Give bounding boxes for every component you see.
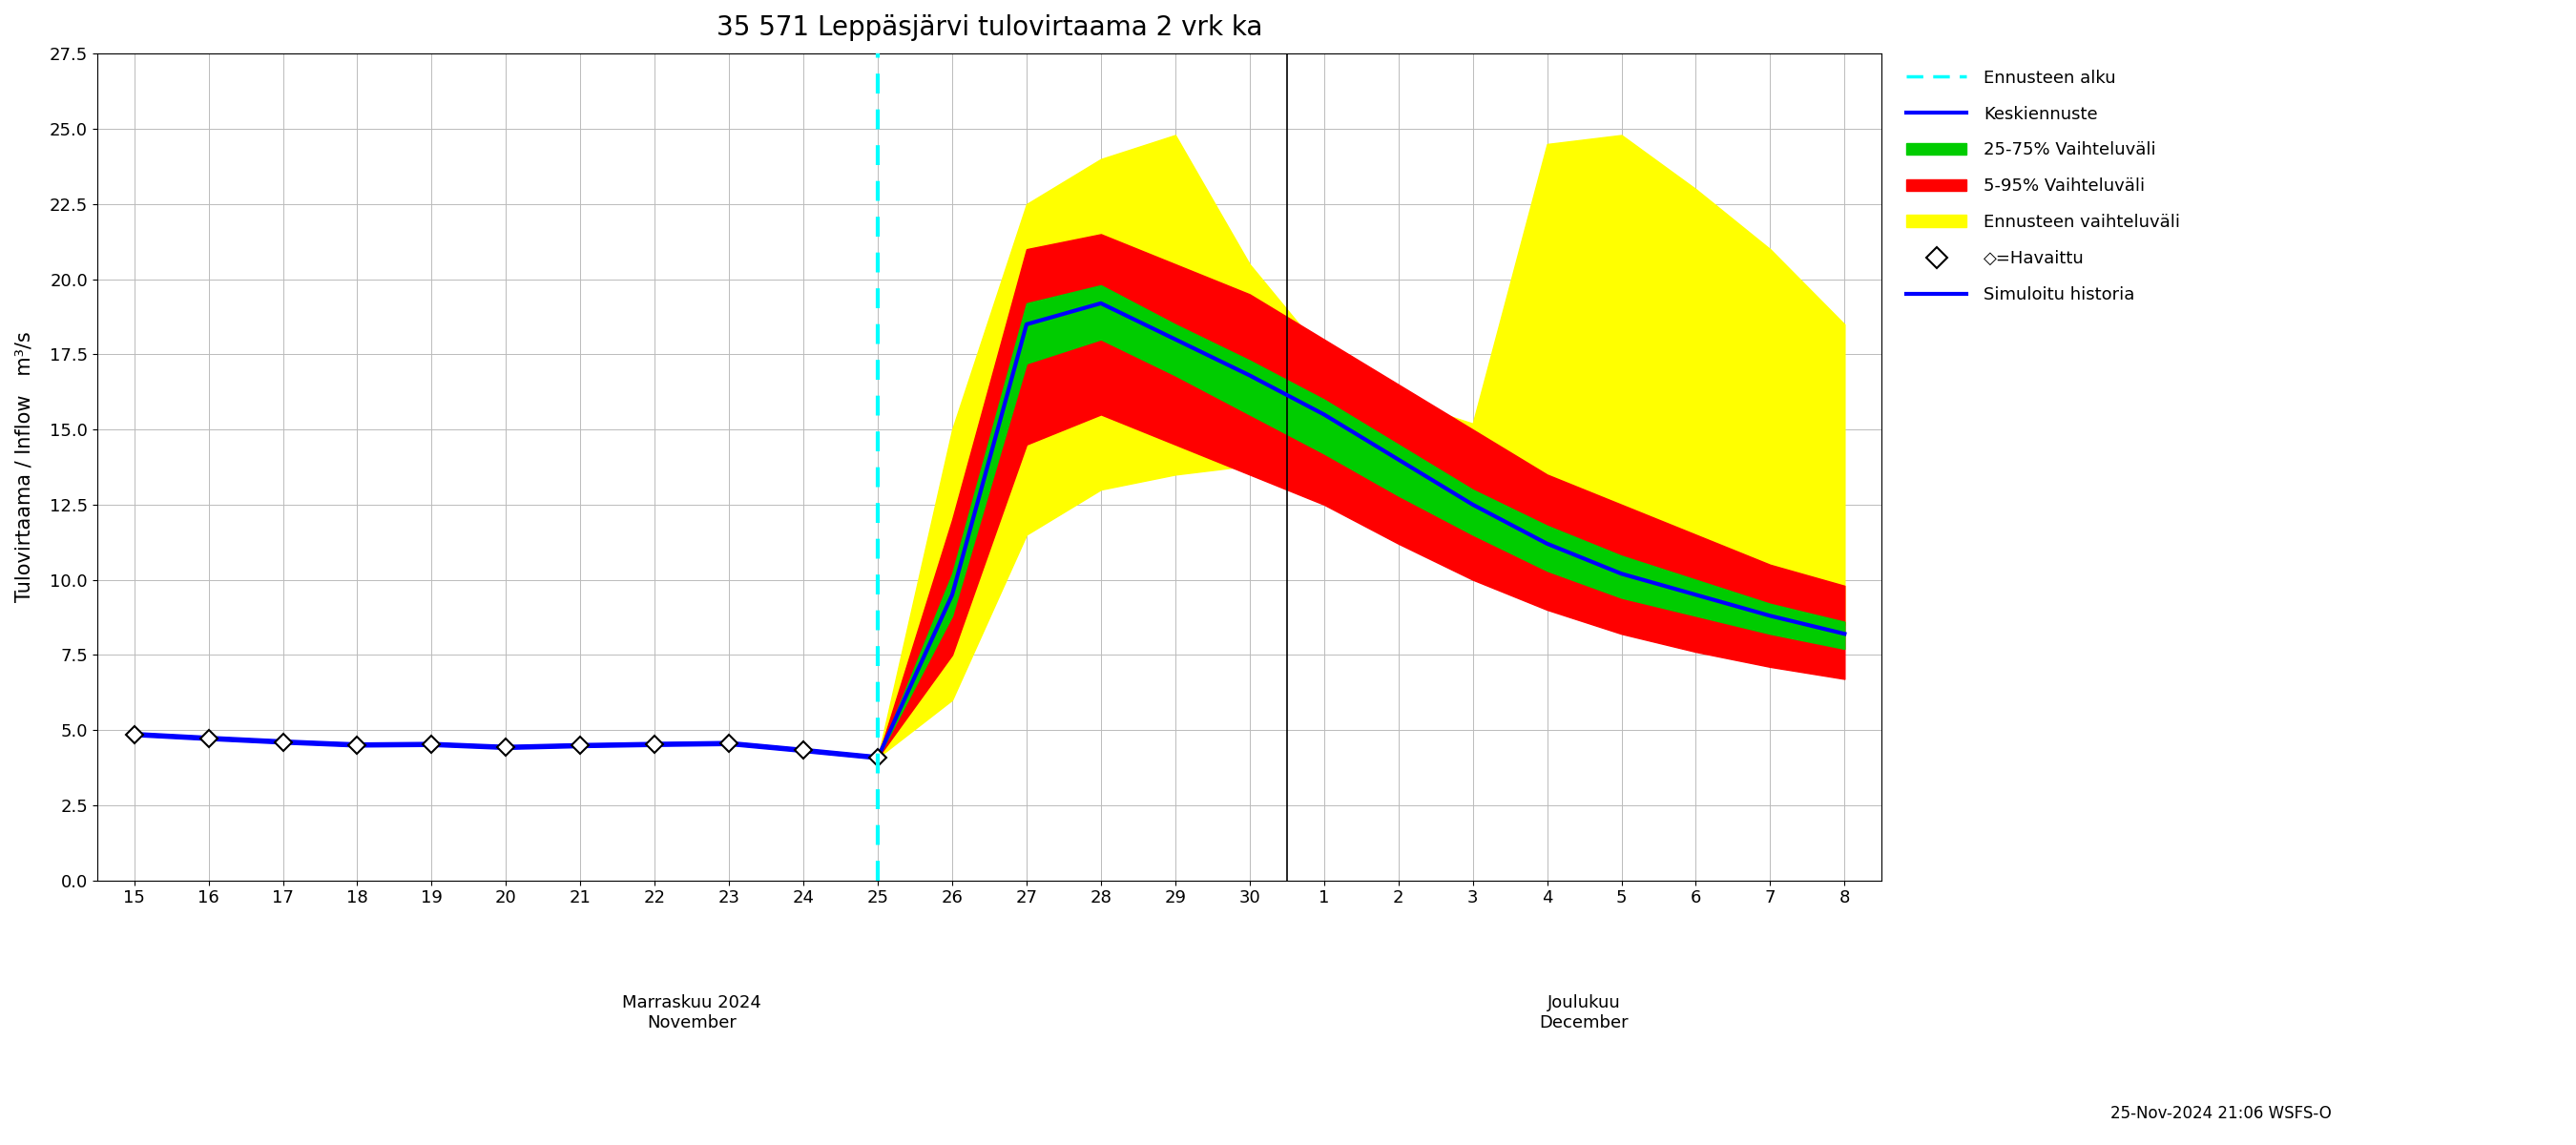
Text: 25-Nov-2024 21:06 WSFS-O: 25-Nov-2024 21:06 WSFS-O [2110, 1105, 2331, 1122]
Title: 35 571 Leppäsjärvi tulovirtaama 2 vrk ka: 35 571 Leppäsjärvi tulovirtaama 2 vrk ka [716, 14, 1262, 41]
Text: Marraskuu 2024
November: Marraskuu 2024 November [623, 994, 762, 1032]
Text: Joulukuu
December: Joulukuu December [1540, 994, 1628, 1032]
Y-axis label: Tulovirtaama / Inflow   m³/s: Tulovirtaama / Inflow m³/s [15, 332, 33, 602]
Legend: Ennusteen alku, Keskiennuste, 25-75% Vaihteluväli, 5-95% Vaihteluväli, Ennusteen: Ennusteen alku, Keskiennuste, 25-75% Vai… [1899, 63, 2187, 310]
